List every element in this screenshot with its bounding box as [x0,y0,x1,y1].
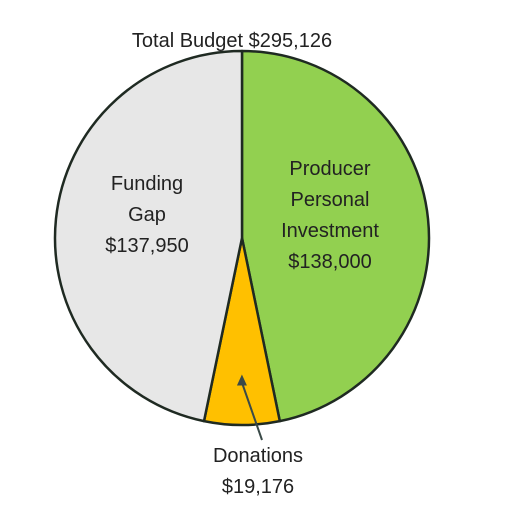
donations-leader-line [240,382,263,441]
slice-label-producer-personal-investment: Producer Personal Investment $138,000 [281,158,379,273]
slice-label-funding-gap: Funding Gap $137,950 [105,173,188,257]
slice-producer-personal-investment [240,49,431,423]
slice-label-donations: Donations $19,176 [213,445,303,498]
donations-arrowhead-icon [236,374,247,386]
chart-title: Total Budget $295,126 [132,30,332,52]
slice-labels: Producer Personal Investment $138,000 Donati… [105,158,379,498]
pie-slices [53,49,431,427]
slice-funding-gap [53,49,244,423]
